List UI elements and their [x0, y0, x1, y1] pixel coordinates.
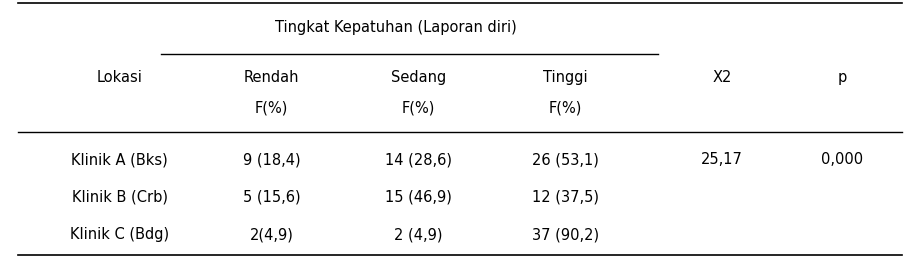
- Text: F(%): F(%): [402, 101, 435, 116]
- Text: F(%): F(%): [549, 101, 582, 116]
- Text: 5 (15,6): 5 (15,6): [243, 190, 300, 205]
- Text: Tinggi: Tinggi: [543, 70, 587, 85]
- Text: Klinik C (Bdg): Klinik C (Bdg): [70, 227, 169, 242]
- Text: 37 (90,2): 37 (90,2): [532, 227, 598, 242]
- Text: Lokasi: Lokasi: [96, 70, 142, 85]
- Text: 14 (28,6): 14 (28,6): [385, 152, 451, 167]
- Text: Sedang: Sedang: [391, 70, 446, 85]
- Text: 26 (53,1): 26 (53,1): [532, 152, 598, 167]
- Text: 2 (4,9): 2 (4,9): [394, 227, 442, 242]
- Text: Klinik B (Crb): Klinik B (Crb): [72, 190, 167, 205]
- Text: 0,000: 0,000: [820, 152, 862, 167]
- Text: 15 (46,9): 15 (46,9): [385, 190, 451, 205]
- Text: Rendah: Rendah: [244, 70, 299, 85]
- Text: X2: X2: [711, 70, 732, 85]
- Text: p: p: [836, 70, 845, 85]
- Text: 25,17: 25,17: [700, 152, 743, 167]
- Text: 2(4,9): 2(4,9): [249, 227, 293, 242]
- Text: 9 (18,4): 9 (18,4): [243, 152, 300, 167]
- Text: F(%): F(%): [255, 101, 288, 116]
- Text: Klinik A (Bks): Klinik A (Bks): [71, 152, 168, 167]
- Text: 12 (37,5): 12 (37,5): [532, 190, 598, 205]
- Text: Tingkat Kepatuhan (Laporan diri): Tingkat Kepatuhan (Laporan diri): [275, 20, 516, 35]
